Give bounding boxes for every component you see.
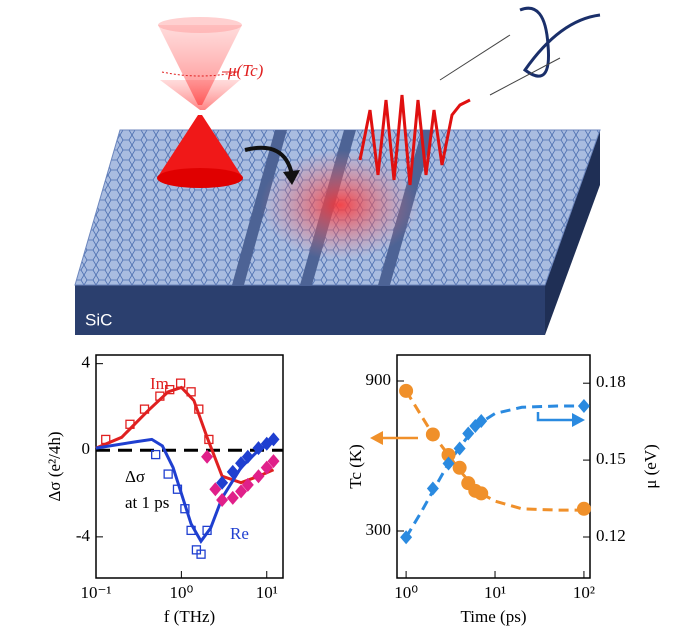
cone-base bbox=[157, 168, 243, 188]
x-tick-label: 10² bbox=[573, 583, 595, 602]
mu-label: μ(Tc) bbox=[227, 61, 264, 80]
y2-axis-label: μ (eV) bbox=[641, 444, 660, 489]
axis-arrowhead bbox=[572, 413, 585, 427]
x-axis-label: f (THz) bbox=[164, 607, 215, 626]
schematic: μ(Tc) SiC bbox=[74, 6, 601, 335]
data-point bbox=[475, 414, 488, 428]
y-axis-label: Δσ (e²/4h) bbox=[45, 431, 64, 501]
annotation: Im bbox=[150, 374, 169, 393]
fit-line bbox=[95, 385, 275, 485]
slab-side bbox=[545, 130, 600, 335]
y2-tick-label: 0.18 bbox=[596, 372, 626, 391]
reflected-pulse bbox=[519, 6, 601, 78]
data-point bbox=[201, 449, 214, 464]
data-point bbox=[452, 460, 467, 475]
cone-lower bbox=[157, 115, 243, 178]
data-point bbox=[235, 456, 248, 471]
axis-arrowhead bbox=[370, 431, 383, 445]
data-point bbox=[577, 399, 590, 413]
data-point bbox=[442, 456, 455, 471]
y-tick-label: 900 bbox=[366, 370, 392, 389]
data-point bbox=[267, 432, 280, 447]
flow-arrow bbox=[244, 145, 294, 176]
y2-tick-label: 0.15 bbox=[596, 449, 626, 468]
data-point bbox=[196, 549, 206, 559]
y-tick-label: 300 bbox=[366, 520, 392, 539]
data-point bbox=[216, 475, 229, 490]
x-tick-label: 10⁻¹ bbox=[80, 583, 111, 602]
y-tick-label: 0 bbox=[82, 439, 91, 458]
data-point bbox=[399, 383, 414, 398]
flow-arrowhead bbox=[283, 170, 300, 185]
fit-line bbox=[404, 404, 584, 539]
axis-arrow bbox=[536, 412, 578, 422]
slab-front bbox=[75, 285, 545, 335]
data-point bbox=[241, 477, 254, 492]
data-point bbox=[474, 486, 489, 501]
data-point bbox=[216, 493, 229, 508]
annotation: Δσ bbox=[125, 467, 145, 486]
plot-frame bbox=[95, 354, 284, 579]
y-tick-label: -4 bbox=[76, 526, 91, 545]
data-point bbox=[226, 464, 239, 479]
hot-spot bbox=[260, 150, 420, 260]
thz-pulse bbox=[358, 94, 471, 186]
data-point bbox=[235, 484, 248, 499]
conductivity-chart: 10⁻¹ 10⁰ 10¹ 4 0 -4 f (THz) Δσ (e²/4h) Im Re Δσ at … bbox=[45, 353, 284, 626]
x-tick-label: 10⁰ bbox=[394, 583, 418, 602]
y-axis-label: Tc (K) bbox=[346, 444, 365, 489]
data-point bbox=[426, 481, 439, 496]
data-point bbox=[267, 454, 280, 469]
x-tick-label: 10¹ bbox=[484, 583, 506, 602]
plot-frame bbox=[396, 354, 591, 579]
data-point bbox=[241, 449, 254, 464]
data-point bbox=[175, 378, 186, 388]
data-point bbox=[151, 449, 161, 460]
y-tick-label: 4 bbox=[82, 353, 91, 372]
annotation: Re bbox=[230, 524, 249, 543]
x-tick-label: 10⁰ bbox=[169, 583, 193, 602]
data-point bbox=[425, 427, 440, 442]
data-point bbox=[400, 530, 413, 545]
data-point bbox=[209, 482, 222, 497]
data-point bbox=[453, 441, 466, 456]
time-chart: 10⁰ 10¹ 10² 300 900 0.12 0.15 0.18 Time (ps) Tc (… bbox=[346, 354, 660, 626]
x-tick-label: 10¹ bbox=[256, 583, 278, 602]
data-point bbox=[462, 426, 475, 441]
cone-upper bbox=[158, 25, 242, 105]
data-point bbox=[252, 469, 265, 484]
y2-tick-label: 0.12 bbox=[596, 526, 626, 545]
data-point bbox=[226, 490, 239, 505]
annotation: at 1 ps bbox=[125, 493, 169, 512]
arrow-line bbox=[489, 57, 561, 96]
fit-line bbox=[404, 390, 584, 512]
groove bbox=[232, 130, 287, 285]
data-point bbox=[441, 447, 456, 462]
x-axis-label: Time (ps) bbox=[461, 607, 527, 626]
data-point bbox=[163, 469, 173, 479]
arrow-line bbox=[439, 34, 511, 81]
mu-circle bbox=[161, 71, 239, 77]
data-point bbox=[260, 460, 273, 475]
data-point bbox=[576, 501, 591, 516]
substrate-label: SiC bbox=[85, 310, 112, 329]
